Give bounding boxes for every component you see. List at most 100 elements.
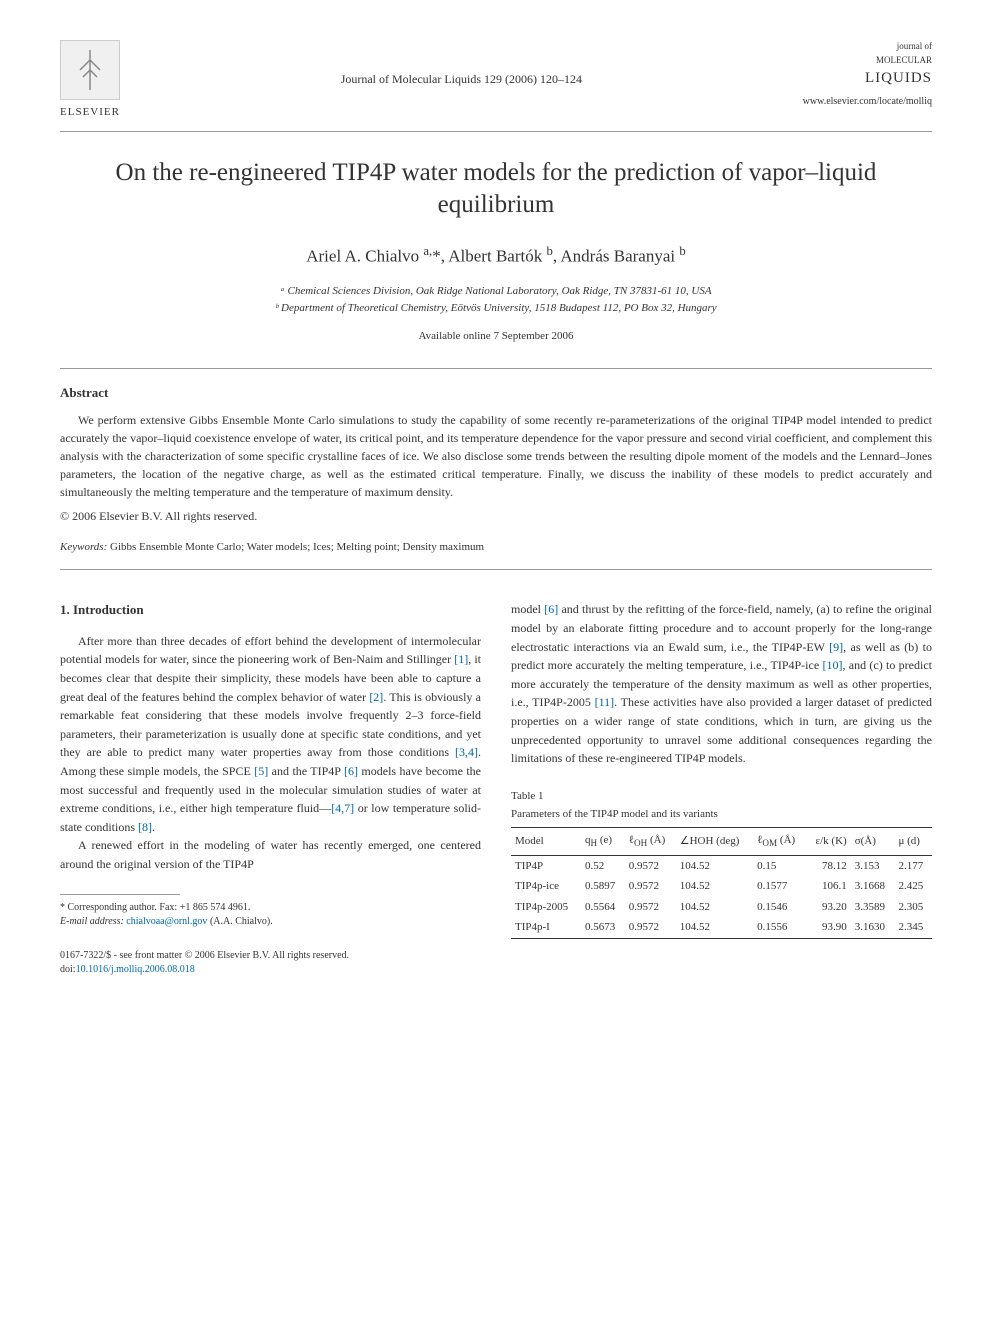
table1-col-header: ∠HOH (deg) <box>676 827 753 855</box>
table1-cell: 0.1556 <box>753 917 806 938</box>
table1-cell: 104.52 <box>676 855 753 876</box>
table1-col-header: Model <box>511 827 581 855</box>
journal-logo-line1: journal of <box>803 40 932 54</box>
table1-cell: 2.305 <box>894 897 932 918</box>
affiliation-b: ᵇ Department of Theoretical Chemistry, E… <box>60 300 932 318</box>
abstract-top-rule <box>60 368 932 369</box>
right-column: model [6] and thrust by the refitting of… <box>511 600 932 976</box>
citation-link[interactable]: [11] <box>595 695 615 709</box>
table1-cell: 3.3589 <box>851 897 895 918</box>
table1-cell: 3.1668 <box>851 876 895 897</box>
table1-cell: 0.15 <box>753 855 806 876</box>
table1-cell: 0.9572 <box>625 876 676 897</box>
table1-cell: 0.9572 <box>625 917 676 938</box>
table1-cell: TIP4p-I <box>511 917 581 938</box>
table1-col-header: μ (d) <box>894 827 932 855</box>
table1-col-header: σ(Å) <box>851 827 895 855</box>
affiliation-a: ᵃ Chemical Sciences Division, Oak Ridge … <box>60 283 932 301</box>
citation-link[interactable]: [5] <box>254 764 268 778</box>
journal-logo-line2: MOLECULAR <box>803 54 932 68</box>
citation-link[interactable]: [3,4] <box>455 745 478 759</box>
table1-col-header: ℓOH (Å) <box>625 827 676 855</box>
table1-caption: Parameters of the TIP4P model and its va… <box>511 806 932 823</box>
table1-cell: TIP4P <box>511 855 581 876</box>
table1-cell: TIP4p-2005 <box>511 897 581 918</box>
email-link[interactable]: chialvoaa@ornl.gov <box>126 916 207 927</box>
page-header: ELSEVIER Journal of Molecular Liquids 12… <box>60 40 932 121</box>
table1-cell: 93.90 <box>806 917 851 938</box>
table1-cell: 0.9572 <box>625 897 676 918</box>
table1-col-header: qH (e) <box>581 827 625 855</box>
doi-line: doi:10.1016/j.molliq.2006.08.018 <box>60 963 481 977</box>
table1-cell: 106.1 <box>806 876 851 897</box>
journal-logo-main: LIQUIDS <box>803 67 932 90</box>
journal-logo: journal of MOLECULAR LIQUIDS www.elsevie… <box>803 40 932 109</box>
table1-cell: 0.5897 <box>581 876 625 897</box>
table1-cell: 93.20 <box>806 897 851 918</box>
right-paragraph-1: model [6] and thrust by the refitting of… <box>511 600 932 767</box>
table1-cell: 0.1546 <box>753 897 806 918</box>
table1-col-header: ℓOM (Å) <box>753 827 806 855</box>
footnote-separator <box>60 894 180 895</box>
table1-row: TIP4p-I0.56730.9572104.520.155693.903.16… <box>511 917 932 938</box>
journal-reference: Journal of Molecular Liquids 129 (2006) … <box>120 40 803 88</box>
publisher-logo: ELSEVIER <box>60 40 120 121</box>
table1-cell: 104.52 <box>676 876 753 897</box>
elsevier-tree-icon <box>60 40 120 100</box>
affiliations: ᵃ Chemical Sciences Division, Oak Ridge … <box>60 283 932 318</box>
citation-link[interactable]: [9] <box>829 640 843 654</box>
table1-cell: 0.9572 <box>625 855 676 876</box>
table1-cell: 104.52 <box>676 917 753 938</box>
issn-line: 0167-7322/$ - see front matter © 2006 El… <box>60 949 481 963</box>
table1: ModelqH (e)ℓOH (Å)∠HOH (deg)ℓOM (Å)ε/k (… <box>511 827 932 939</box>
abstract-bottom-rule <box>60 569 932 570</box>
journal-url: www.elsevier.com/locate/molliq <box>803 94 932 109</box>
table1-row: TIP4P0.520.9572104.520.1578.123.1532.177 <box>511 855 932 876</box>
corresponding-footnote: * Corresponding author. Fax: +1 865 574 … <box>60 901 481 915</box>
keywords-line: Keywords: Gibbs Ensemble Monte Carlo; Wa… <box>60 539 932 556</box>
email-footnote: E-mail address: chialvoaa@ornl.gov (A.A.… <box>60 915 481 929</box>
left-column: 1. Introduction After more than three de… <box>60 600 481 976</box>
table1-header-row: ModelqH (e)ℓOH (Å)∠HOH (deg)ℓOM (Å)ε/k (… <box>511 827 932 855</box>
citation-link[interactable]: [4,7] <box>331 801 354 815</box>
citation-link[interactable]: [6] <box>344 764 358 778</box>
doi-label: doi: <box>60 964 76 975</box>
table1-cell: 104.52 <box>676 897 753 918</box>
header-rule <box>60 131 932 132</box>
table1-row: TIP4p-20050.55640.9572104.520.154693.203… <box>511 897 932 918</box>
table1-cell: 3.153 <box>851 855 895 876</box>
left-paragraph-1: After more than three decades of effort … <box>60 632 481 837</box>
citation-link[interactable]: [8] <box>138 820 152 834</box>
table1-cell: 3.1630 <box>851 917 895 938</box>
keywords-label: Keywords: <box>60 541 107 553</box>
email-author: (A.A. Chialvo). <box>207 916 272 927</box>
table1-cell: 0.52 <box>581 855 625 876</box>
abstract-text: We perform extensive Gibbs Ensemble Mont… <box>60 411 932 501</box>
citation-link[interactable]: [10] <box>822 658 842 672</box>
table1-cell: 0.5564 <box>581 897 625 918</box>
available-online: Available online 7 September 2006 <box>60 328 932 345</box>
table1-cell: 2.177 <box>894 855 932 876</box>
publisher-name: ELSEVIER <box>60 104 120 121</box>
table1-label: Table 1 <box>511 788 932 805</box>
left-paragraph-2: A renewed effort in the modeling of wate… <box>60 836 481 873</box>
email-label: E-mail address: <box>60 916 124 927</box>
keywords-text: Gibbs Ensemble Monte Carlo; Water models… <box>107 541 484 553</box>
citation-link[interactable]: [2] <box>369 690 383 704</box>
table1-cell: 0.5673 <box>581 917 625 938</box>
body-two-column: 1. Introduction After more than three de… <box>60 600 932 976</box>
article-title: On the re-engineered TIP4P water models … <box>60 157 932 222</box>
table1-cell: 0.1577 <box>753 876 806 897</box>
doi-link[interactable]: 10.1016/j.molliq.2006.08.018 <box>76 964 195 975</box>
table1-cell: 2.345 <box>894 917 932 938</box>
citation-link[interactable]: [6] <box>544 602 558 616</box>
section-1-heading: 1. Introduction <box>60 600 481 620</box>
authors-line: Ariel A. Chialvo a,*, Albert Bartók b, A… <box>60 242 932 269</box>
copyright-line: © 2006 Elsevier B.V. All rights reserved… <box>60 507 932 525</box>
table1-cell: TIP4p-ice <box>511 876 581 897</box>
abstract-heading: Abstract <box>60 383 932 403</box>
table1-cell: 2.425 <box>894 876 932 897</box>
table1-col-header: ε/k (K) <box>806 827 851 855</box>
citation-link[interactable]: [1] <box>454 652 468 666</box>
table1-row: TIP4p-ice0.58970.9572104.520.1577106.13.… <box>511 876 932 897</box>
